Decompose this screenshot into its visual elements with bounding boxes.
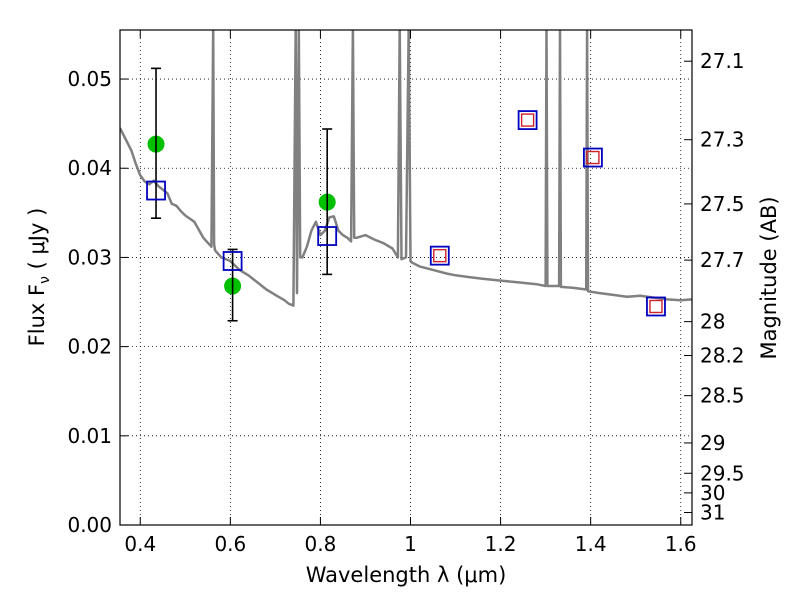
x-tick-label: 1.2	[485, 532, 517, 556]
y2-tick-label: 29.5	[700, 461, 745, 485]
model-band-flux-point	[146, 180, 166, 201]
model-spectrum-line	[120, 30, 692, 307]
model-band-flux-point	[317, 226, 338, 246]
y-tick-label: 0.05	[67, 67, 112, 91]
y-tick-label: 0.04	[67, 156, 112, 180]
x-tick-label: 1.6	[665, 532, 697, 556]
y2-tick-label: 28.5	[700, 384, 745, 408]
model-band-flux-point	[222, 251, 243, 271]
y2-tick-label: 27.1	[700, 49, 745, 73]
grid-lines	[120, 30, 692, 526]
y2-tick-label: 27.3	[700, 128, 745, 152]
x-tick-label: 0.4	[124, 532, 156, 556]
axes-frame	[119, 29, 693, 526]
x-tick-label: 0.6	[214, 532, 246, 556]
plot-area	[120, 30, 692, 322]
x-axis-title: Wavelength λ (μm)	[306, 563, 507, 587]
y-tick-label: 0.01	[67, 424, 112, 448]
y-axis-title-main: Flux F	[25, 284, 49, 346]
model-band-flux-point	[646, 296, 666, 317]
y-tick-label: 0.02	[67, 335, 112, 359]
x-tick-label: 1.4	[575, 532, 607, 556]
model-band-flux-point	[429, 245, 450, 266]
y2-tick-label: 31	[700, 501, 725, 525]
model-band-flux-point	[517, 110, 538, 130]
secondary-y-axis-title: Magnitude (AB)	[757, 196, 781, 359]
y2-tick-label: 29	[700, 431, 725, 455]
predicted-flux-point	[433, 248, 447, 263]
x-tick-label: 0.8	[305, 532, 337, 556]
predicted-flux-point	[649, 299, 663, 314]
model-band-flux-point	[583, 147, 603, 168]
y-tick-label: 0.00	[67, 513, 112, 537]
predicted-flux-point	[520, 113, 535, 127]
y2-tick-label: 27.7	[700, 248, 745, 272]
y2-tick-label: 28.2	[700, 344, 745, 368]
y2-tick-label: 30	[700, 481, 725, 505]
y-axis-title: Flux Fν ( μJy )	[25, 208, 53, 347]
y-axis-title-subscript: ν	[37, 276, 53, 284]
axis-ticks: 0.4 0.6 0.8 1 1.2 1.4 1.6 0.00 0.01 0.02 0.03 0.04 0…	[67, 30, 745, 556]
x-tick-label: 1	[404, 532, 417, 556]
y2-tick-label: 27.5	[700, 192, 745, 216]
predicted-flux-point	[586, 150, 600, 165]
y-axis-title-unit: ( μJy )	[25, 208, 49, 276]
y2-tick-label: 28	[700, 310, 725, 334]
y-tick-label: 0.03	[67, 245, 112, 269]
